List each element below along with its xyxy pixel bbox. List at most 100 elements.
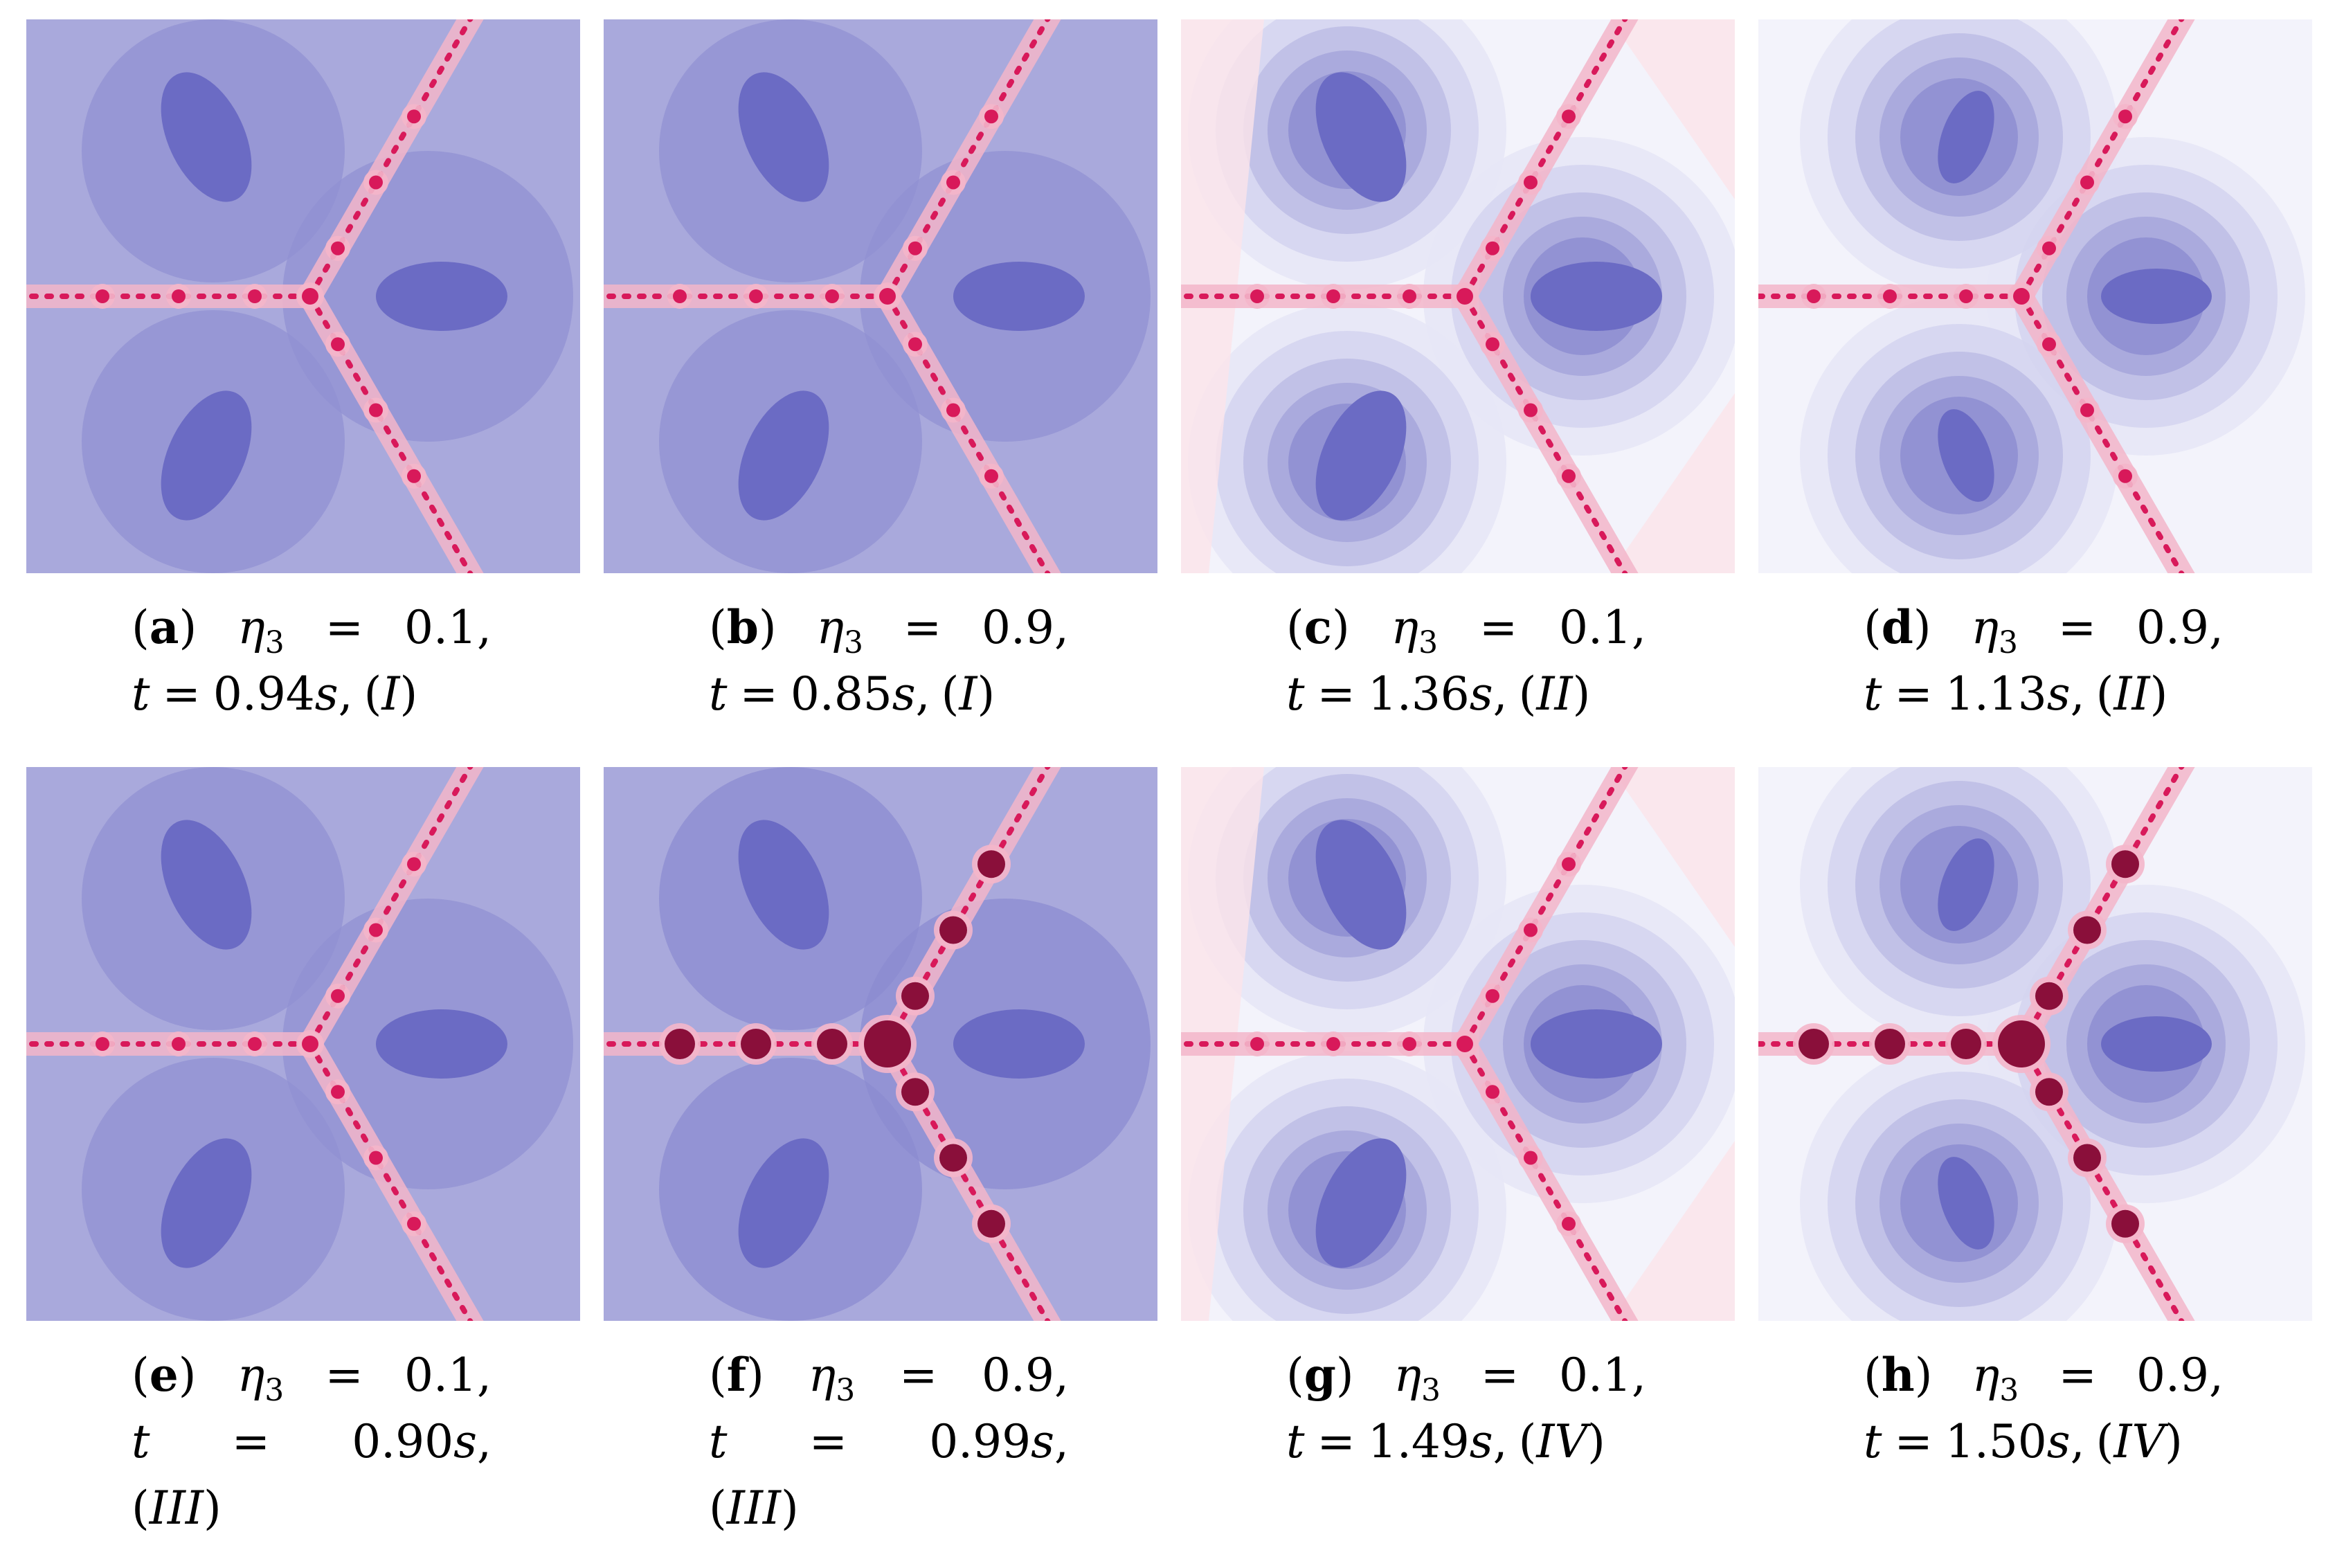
julia-node [407,1216,421,1231]
basin-plot [1181,19,1735,573]
subfigure-label: (c) [1286,600,1350,654]
eta-value: 0.9, [982,601,1069,654]
julia-node [2073,916,2101,944]
case-numeral: III [149,1481,204,1535]
julia-node [2042,241,2056,255]
t-value: 1.36 [1367,667,1470,721]
t-value-group: 1.36s, [1367,667,1508,721]
eta-symbol: η3 [1972,1342,2019,1409]
panel-b-image [604,19,1157,573]
eta-symbol: η3 [1394,1342,1441,1409]
eta-letter: η [1972,1349,2000,1402]
caption-line-3: (III) [709,1475,1069,1542]
julia-node [984,469,998,483]
case-label: (III) [709,1481,799,1535]
eta-letter: η [1391,601,1419,654]
subfigure-label: (e) [132,1348,197,1402]
subfigure-letter: d [1881,600,1913,654]
julia-node [1807,289,1821,303]
julia-node [369,923,383,937]
case-label: (II) [2095,667,2168,721]
eta-symbol: η3 [237,1342,285,1409]
equals-sign: = [325,1349,363,1402]
basin-lobe [953,262,1085,331]
julia-node [908,337,922,352]
basin-plot [26,19,580,573]
julia-node [1875,1029,1905,1059]
caption-line-2: t = 0.99s, [709,1409,1069,1475]
t-value: 1.13 [1945,667,2047,721]
julia-node [2080,175,2094,190]
t-unit: s [1469,1415,1493,1468]
subfigure-letter: b [726,600,759,654]
julia-node [1486,1085,1499,1099]
basin-plot [604,767,1157,1321]
julia-node [2118,469,2132,483]
equals-sign: = [2058,1349,2097,1402]
eta-value: 0.9, [2136,1349,2224,1402]
eta-value: 0.1, [404,1349,492,1402]
subfigure-label: (f) [709,1348,764,1402]
caption-line-1: (c) η3 = 0.1, [1286,594,1646,661]
basin-plot [26,767,580,1321]
subfigure-label: (d) [1864,600,1931,654]
julia-node [1562,1216,1576,1231]
julia-node [331,337,345,352]
case-numeral: I [959,667,977,721]
case-numeral: I [381,667,400,721]
julia-node [1562,469,1576,483]
julia-node [1883,289,1897,303]
julia-node [96,289,109,303]
basin-lobe [1315,820,1407,950]
basin-plot [604,19,1157,573]
t-equals-sign: = [162,667,201,721]
julia-node [1562,109,1576,124]
julia-node [172,1037,186,1051]
subfigure-letter: f [726,1348,747,1402]
caption-line-2: t = 0.90s, [132,1409,492,1475]
julia-node [1403,1037,1416,1051]
julia-node [248,289,262,303]
caption-line-1: (a) η3 = 0.1, [132,594,492,661]
julia-node [2080,403,2094,417]
basin-lobe [738,1138,829,1268]
basin-lobe [1938,91,1994,183]
t-value: 0.94 [213,667,315,721]
caption-a: (a) η3 = 0.1, t = 0.94s, (I) [132,594,492,728]
basin-lobe [161,820,252,950]
equals-sign: = [903,601,942,654]
subfigure-label: (a) [132,600,197,654]
case-label: (III) [132,1481,222,1535]
caption-f: (f) η3 = 0.9, t = 0.99s, (III) [709,1342,1069,1542]
basin-lobe [1938,1157,1994,1250]
pink-region [1610,393,1735,573]
julia-node [2035,982,2063,1010]
case-label: (I) [941,667,995,721]
subfigure-letter: g [1304,1348,1336,1402]
t-value: 1.50 [1945,1415,2047,1468]
t-equals-sign: = [1317,667,1355,721]
julia-node [825,289,839,303]
julia-node [1326,1037,1340,1051]
eta-subscript: 3 [1999,625,2019,660]
eta-symbol: η3 [1391,595,1439,661]
julia-node [1998,1020,2045,1067]
subfigure-letter: a [149,600,179,654]
julia-node [1951,1029,1981,1059]
t-symbol: t [1864,667,1882,721]
t-value-group: 0.90s, [352,1415,492,1468]
eta-letter: η [816,601,845,654]
julia-node [1486,241,1499,255]
julia-node [1250,289,1264,303]
caption-h: (h) η3 = 0.9, t = 1.50s, (IV) [1864,1342,2224,1475]
julia-node [2013,288,2030,305]
julia-node [1798,1029,1829,1059]
julia-node [977,1209,1005,1238]
t-value: 0.90 [352,1415,454,1468]
subfigure-letter: e [149,1348,179,1402]
pink-region [1610,767,1735,947]
case-numeral: IV [1536,1415,1588,1468]
t-value: 0.99 [929,1415,1031,1468]
t-value-group: 1.50s, [1945,1415,2085,1468]
julia-node [1524,1151,1538,1165]
